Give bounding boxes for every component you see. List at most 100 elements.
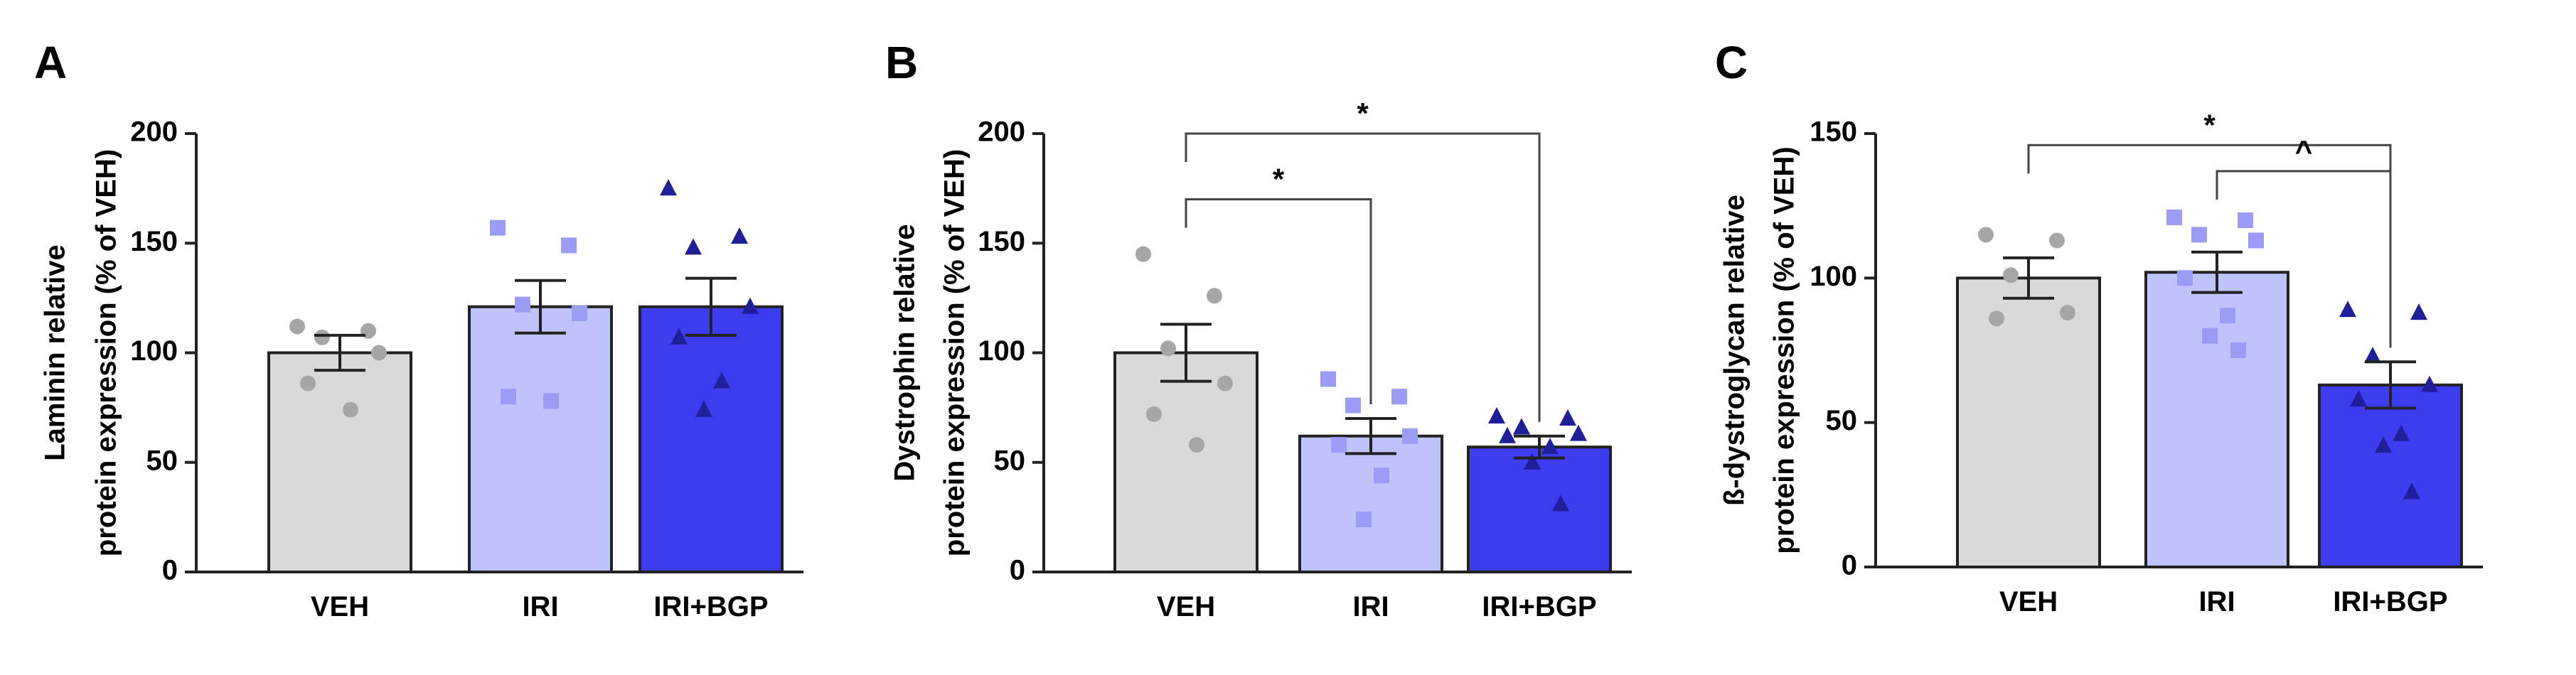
- data-point: [660, 179, 677, 196]
- data-point: [2220, 308, 2235, 324]
- panel-label: A: [34, 37, 67, 88]
- data-point: [300, 375, 316, 392]
- y-tick-label: 100: [130, 335, 178, 367]
- y-axis-title-line: ß-dystroglycan relative: [1719, 195, 1751, 506]
- data-point: [314, 329, 330, 345]
- bar-iri-bgp: [2318, 383, 2463, 568]
- data-point: [1135, 246, 1151, 262]
- bar-iri-bgp: [1467, 446, 1612, 574]
- bar-iri: [2144, 271, 2289, 568]
- panel-b: B Dystrophin relative protein expression (…: [885, 37, 1632, 622]
- data-point: [1541, 438, 1559, 455]
- data-point: [1570, 424, 1587, 441]
- data-point: [2230, 342, 2246, 358]
- y-axis-title-line: Laminin relative: [40, 244, 71, 461]
- data-point: [2166, 209, 2182, 225]
- y-tick-label: 0: [1010, 555, 1025, 586]
- data-point: [685, 238, 702, 255]
- data-point: [501, 389, 516, 405]
- data-point: [1402, 428, 1418, 444]
- data-point: [2364, 347, 2381, 364]
- data-point: [2003, 267, 2019, 284]
- data-point: [2177, 270, 2193, 286]
- x-category-label: IRI+BGP: [653, 591, 768, 622]
- y-tick-label: 50: [994, 445, 1026, 476]
- y-tick-label: 150: [978, 226, 1025, 257]
- data-point: [1207, 288, 1222, 304]
- y-tick-label: 50: [1826, 405, 1858, 436]
- y-tick-label: 200: [130, 117, 178, 148]
- data-point: [543, 393, 559, 409]
- significance-marker: *: [1273, 163, 1285, 196]
- data-point: [670, 328, 688, 345]
- data-point: [2238, 212, 2253, 228]
- y-axis-title-line: protein expression (% of VEH): [1769, 146, 1800, 554]
- bar-iri: [468, 305, 613, 573]
- data-point: [2060, 305, 2075, 321]
- data-point: [1524, 453, 1541, 470]
- x-category-label: IRI+BGP: [1482, 591, 1596, 622]
- panel-a: A Laminin relative protein expression (% o…: [34, 37, 803, 622]
- data-point: [2421, 375, 2438, 392]
- data-point: [2375, 436, 2392, 453]
- data-point: [1552, 495, 1569, 512]
- data-point: [2393, 424, 2410, 441]
- bar-veh: [267, 351, 412, 573]
- y-axis-title-line: protein expression (% of VEH): [91, 149, 122, 556]
- significance-bracket: [2216, 170, 2392, 348]
- data-point: [1217, 375, 1233, 392]
- data-point: [1989, 310, 2004, 327]
- data-point: [515, 296, 530, 313]
- data-point: [572, 305, 587, 321]
- y-tick-label: 100: [978, 335, 1025, 367]
- data-point: [2049, 232, 2065, 249]
- panel-label: B: [885, 37, 918, 88]
- bar-veh: [1113, 351, 1258, 573]
- y-tick-label: 100: [1810, 261, 1857, 292]
- data-point: [2403, 482, 2420, 500]
- x-category-label: VEH: [1157, 591, 1215, 622]
- y-tick-label: 150: [130, 226, 178, 257]
- data-point: [695, 400, 712, 417]
- x-category-label: IRI: [2198, 586, 2235, 617]
- data-point: [2339, 301, 2356, 318]
- y-tick-label: 0: [162, 555, 178, 586]
- data-point: [561, 237, 577, 254]
- x-category-label: IRI+BGP: [2333, 586, 2447, 617]
- data-point: [343, 401, 358, 418]
- data-point: [731, 227, 748, 244]
- x-category-label: IRI: [522, 591, 558, 622]
- significance-bracket: [1185, 198, 1372, 405]
- y-tick-label: 0: [1842, 550, 1857, 581]
- data-point: [1189, 437, 1204, 453]
- significance-marker: *: [2203, 108, 2216, 141]
- data-point: [2191, 227, 2207, 243]
- data-point: [713, 372, 730, 389]
- data-point: [1499, 426, 1516, 443]
- data-point: [1513, 418, 1530, 435]
- y-axis-title-line: Dystrophin relative: [889, 224, 921, 481]
- data-point: [1320, 371, 1336, 387]
- significance-marker: ^: [2295, 134, 2313, 168]
- y-tick-label: 150: [1810, 117, 1857, 148]
- data-point: [2350, 390, 2367, 407]
- panel-label: C: [1715, 37, 1748, 88]
- data-point: [1488, 406, 1505, 423]
- y-tick-label: 50: [146, 445, 178, 476]
- bar-iri: [1298, 434, 1443, 573]
- data-point: [1978, 227, 1994, 243]
- data-point: [289, 318, 305, 335]
- x-category-label: IRI: [1352, 591, 1389, 622]
- bar-veh: [1956, 276, 2101, 568]
- panel-c: Cß-dystroglycan relative protein expressi…: [1715, 37, 2483, 617]
- data-point: [2202, 328, 2218, 344]
- data-point: [1331, 437, 1347, 453]
- x-category-label: VEH: [1999, 586, 2058, 617]
- x-category-label: VEH: [311, 591, 369, 622]
- data-point: [1345, 397, 1361, 414]
- data-point: [1356, 511, 1372, 527]
- data-point: [1559, 409, 1576, 426]
- significance-marker: *: [1357, 97, 1369, 130]
- bar-iri-bgp: [638, 305, 784, 573]
